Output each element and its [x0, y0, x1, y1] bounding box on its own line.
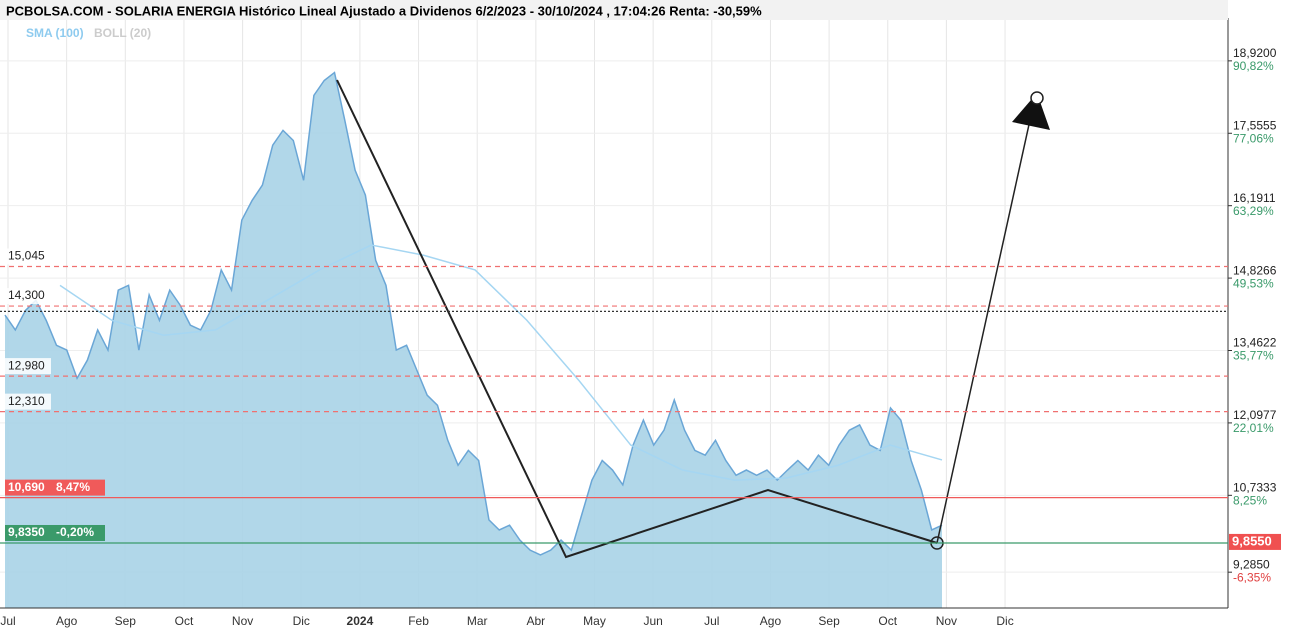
x-tick-label: Ago: [760, 614, 782, 628]
x-tick-label: Jun: [643, 614, 662, 628]
x-tick-label: Dic: [996, 614, 1013, 628]
y-tick-label: 16,1911: [1233, 191, 1276, 205]
x-tick-label: Abr: [527, 614, 546, 628]
x-tick-label: Mar: [467, 614, 488, 628]
y-tick-label: 18,9200: [1233, 46, 1277, 60]
x-tick-label: 2024: [347, 614, 374, 628]
level-label: 15,045: [8, 249, 45, 263]
level-label-box: [5, 524, 105, 541]
x-tick-label: Sep: [115, 614, 137, 628]
x-tick-label: Jul: [704, 614, 719, 628]
level-label: 14,300: [8, 288, 45, 302]
x-tick-label: Dic: [293, 614, 310, 628]
y-tick-label: 12,0977: [1233, 408, 1277, 422]
y-tick-pct: -6,35%: [1233, 570, 1271, 584]
level-label-box: [5, 248, 51, 265]
y-tick-pct: 90,82%: [1233, 59, 1274, 73]
y-tick-label: 14,8266: [1233, 263, 1277, 277]
x-tick-label: Jul: [0, 614, 15, 628]
y-tick-pct: 35,77%: [1233, 349, 1274, 363]
arrow-line: [936, 119, 1031, 544]
y-tick-pct: 49,53%: [1233, 276, 1274, 290]
y-tick-label: 9,2850: [1233, 557, 1270, 571]
y-tick-pct: 63,29%: [1233, 204, 1274, 218]
x-tick-label: Oct: [175, 614, 194, 628]
y-tick-pct: 8,25%: [1233, 493, 1267, 507]
title-bar: [0, 0, 1228, 20]
plot: [4, 71, 943, 608]
arrow-head: [1012, 93, 1050, 130]
price-area: [5, 72, 942, 608]
last-price-label: 9,8550: [1232, 533, 1272, 548]
last-price-box: [1229, 533, 1281, 550]
point-marker: [1030, 91, 1044, 105]
sma-line: [59, 244, 943, 481]
level-label: 10,690: [8, 480, 45, 494]
legend-entry: SMA (100): [26, 26, 84, 40]
level-pct: 8,47%: [56, 480, 90, 494]
x-tick-label: May: [583, 614, 606, 628]
level-label: 12,980: [8, 358, 45, 372]
y-tick-label: 17,5555: [1233, 118, 1277, 132]
level-label-box: [5, 393, 51, 410]
x-tick-label: Ago: [56, 614, 78, 628]
x-tick-label: Nov: [936, 614, 957, 628]
level-pct: -0,20%: [56, 525, 94, 539]
x-tick-label: Nov: [232, 614, 253, 628]
level-label-box: [5, 479, 105, 496]
legend-entry: BOLL (20): [94, 26, 151, 40]
level-label-box: [5, 358, 51, 375]
y-tick-pct: 77,06%: [1233, 131, 1274, 145]
y-tick-label: 10,7333: [1233, 480, 1277, 494]
level-label: 9,8350: [8, 525, 45, 539]
x-tick-label: Sep: [818, 614, 840, 628]
level-label-box: [5, 288, 51, 305]
annotations: [336, 79, 1050, 559]
y-tick-pct: 22,01%: [1233, 421, 1274, 435]
price-line: [4, 71, 943, 556]
y-tick-label: 13,4622: [1233, 336, 1277, 350]
x-tick-label: Oct: [878, 614, 897, 628]
x-tick-label: Feb: [408, 614, 429, 628]
chart-title: PCBOLSA.COM - SOLARIA ENERGIA Histórico …: [6, 3, 762, 18]
trend-line: [336, 79, 938, 559]
level-label: 12,310: [8, 394, 45, 408]
